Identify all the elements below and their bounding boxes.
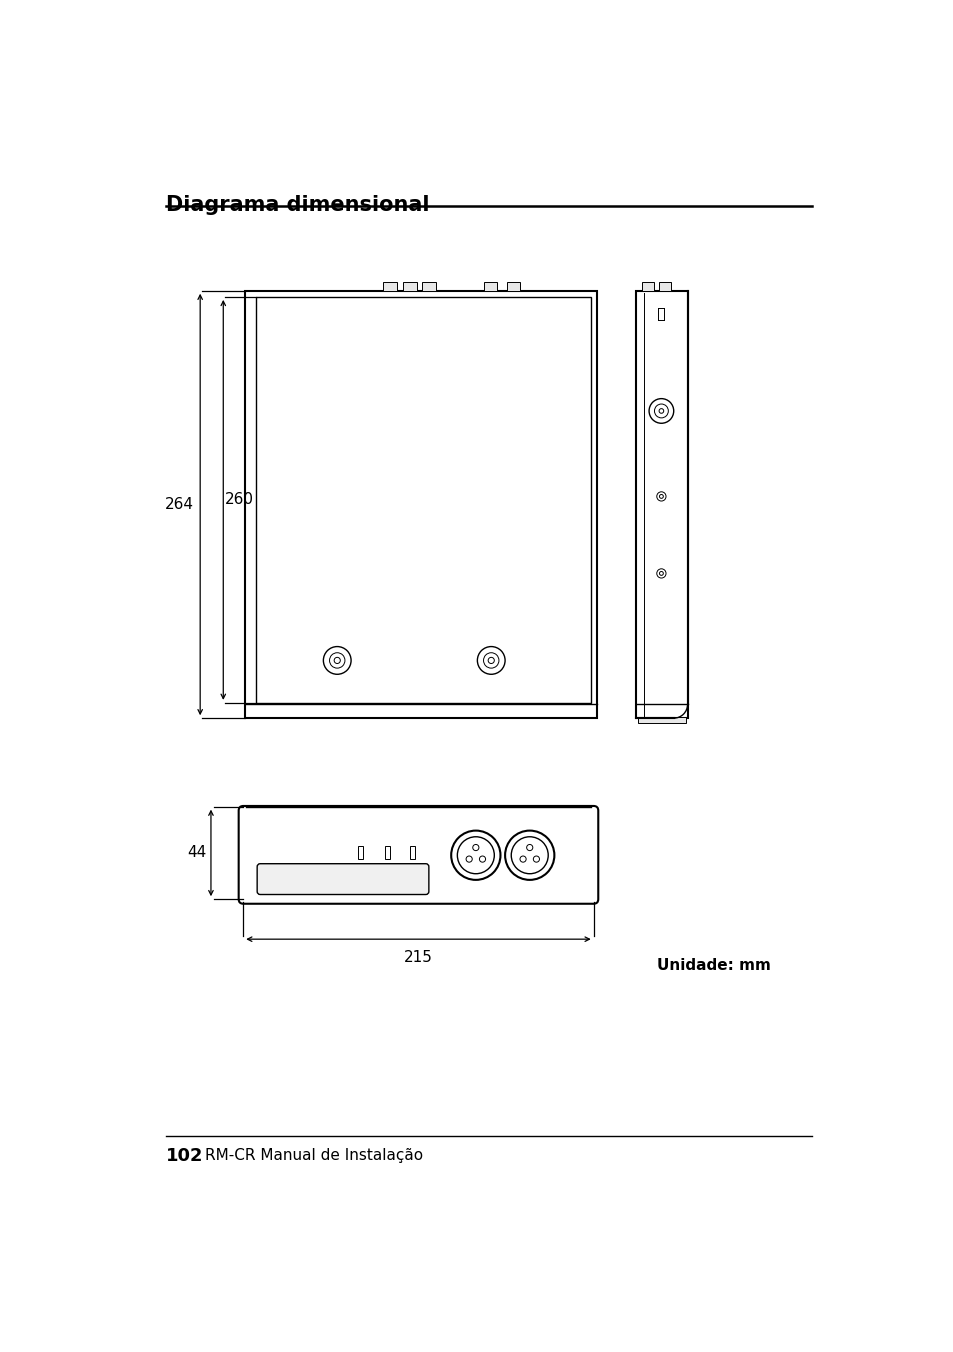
Text: 260: 260	[225, 492, 253, 507]
FancyBboxPatch shape	[238, 806, 598, 903]
Bar	[636, 291, 687, 718]
Bar	[483, 281, 497, 291]
FancyBboxPatch shape	[257, 864, 429, 895]
Text: 215: 215	[404, 950, 433, 965]
Bar	[506, 281, 520, 291]
Text: 44: 44	[187, 845, 206, 860]
Bar	[357, 846, 362, 859]
Bar	[641, 281, 654, 291]
Bar	[245, 291, 597, 718]
Text: 102: 102	[166, 1146, 203, 1164]
Text: 264: 264	[165, 498, 193, 512]
Text: Unidade: mm: Unidade: mm	[656, 959, 770, 973]
Bar	[421, 281, 436, 291]
Bar	[255, 297, 591, 703]
Bar	[659, 281, 671, 291]
Bar	[637, 717, 685, 723]
Bar	[383, 281, 396, 291]
Text: RM-CR Manual de Instalação: RM-CR Manual de Instalação	[205, 1148, 422, 1163]
Bar	[402, 281, 416, 291]
Bar	[385, 846, 389, 859]
Bar	[410, 846, 415, 859]
Text: Diagrama dimensional: Diagrama dimensional	[166, 195, 429, 215]
